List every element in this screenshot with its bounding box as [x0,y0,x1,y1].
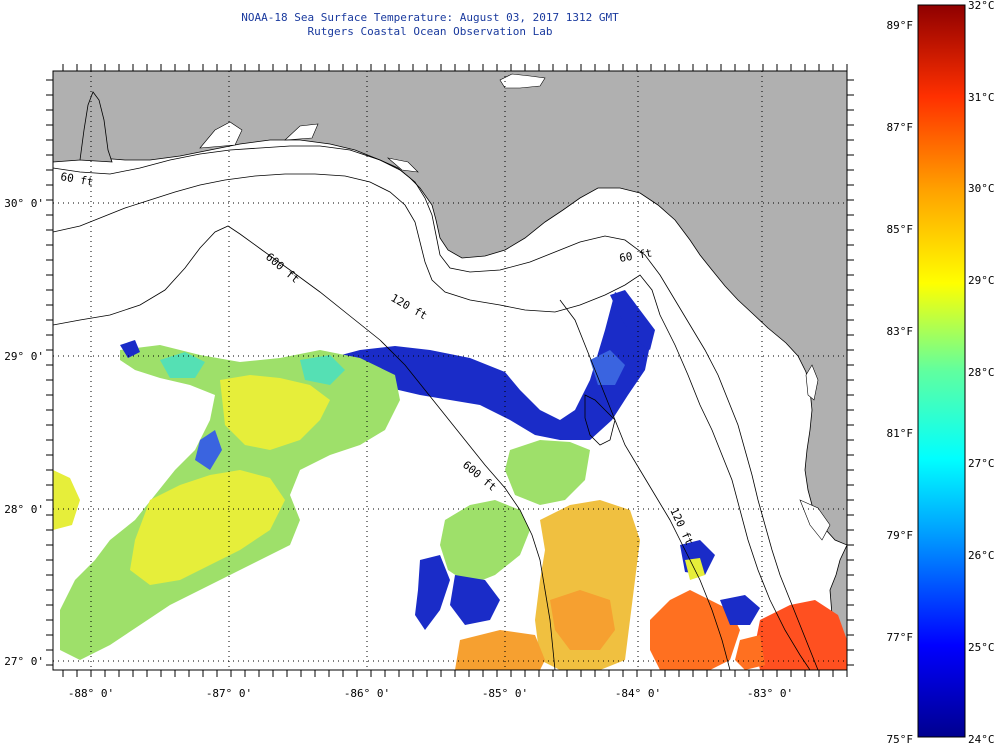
lat-label: 29° 0' [4,350,44,363]
bay [386,157,419,173]
lat-label: 30° 0' [4,197,44,210]
isobath-label: 60 ft [618,246,653,265]
bay [799,499,831,541]
colorbar-label-f: 83°F [887,325,914,338]
colorbar-label-f: 75°F [887,733,914,746]
colorbar-label-f: 77°F [887,631,914,644]
colorbar-label-c: 26°C [968,549,995,562]
bay [199,121,243,149]
colorbar-label-c: 25°C [968,641,995,654]
lon-label: -88° 0' [68,687,114,700]
lon-label: -85° 0' [482,687,528,700]
colorbar-label-c: 28°C [968,366,995,379]
colorbar-label-f: 81°F [887,427,914,440]
colorbar-label-c: 32°C [968,0,995,12]
lon-label: -84° 0' [615,687,661,700]
colorbar-label-f: 79°F [887,529,914,542]
lon-label: -86° 0' [344,687,390,700]
colorbar [917,4,966,738]
colorbar-label-f: 89°F [887,19,914,32]
colorbar-label-c: 30°C [968,182,995,195]
isobath-label: 60 ft [59,170,94,189]
isobaths [53,145,819,670]
colorbar-label-c: 24°C [968,733,995,746]
map-frame [52,70,848,671]
bay [805,364,819,401]
bay [499,73,546,89]
colorbar-label-f: 87°F [887,121,914,134]
lon-label: -83° 0' [747,687,793,700]
colorbar-label-c: 31°C [968,91,995,104]
lon-label: -87° 0' [206,687,252,700]
land-peninsula-west [79,91,113,163]
colorbar-label-c: 27°C [968,457,995,470]
lat-label: 28° 0' [4,503,44,516]
map-subtitle: Rutgers Coastal Ocean Observation Lab [307,25,553,38]
land-mass-north [53,71,847,546]
map-title: NOAA-18 Sea Surface Temperature: August … [241,11,619,24]
colorbar-label-f: 85°F [887,223,914,236]
axis-ticks [46,64,854,677]
lat-label: 27° 0' [4,655,44,668]
sst-data-layer [53,290,847,670]
colorbar-label-c: 29°C [968,274,995,287]
bay [284,123,319,141]
